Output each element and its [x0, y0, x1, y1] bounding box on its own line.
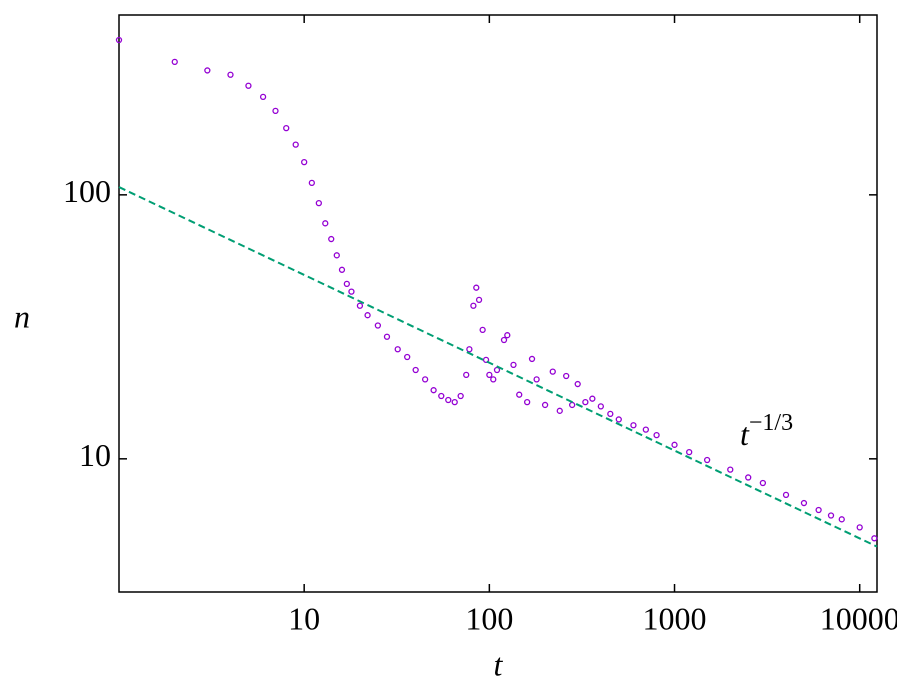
- data-point: [630, 422, 637, 429]
- data-point: [333, 252, 340, 259]
- data-point: [574, 380, 581, 388]
- data-point: [490, 376, 497, 383]
- data-point: [871, 535, 878, 542]
- data-point: [482, 356, 490, 364]
- data-point: [523, 398, 531, 406]
- annotation: t−1/3: [740, 410, 793, 453]
- data-point: [582, 398, 589, 406]
- annotation-exponent: −1/3: [749, 410, 793, 436]
- data-point: [556, 407, 563, 414]
- data-point: [451, 398, 458, 406]
- data-point: [528, 355, 536, 363]
- data-point: [597, 403, 604, 410]
- data-point: [283, 124, 290, 132]
- data-point: [301, 158, 308, 166]
- data-point: [782, 491, 790, 499]
- data-point: [479, 326, 486, 334]
- data-point: [533, 376, 540, 383]
- x-axis-label: t: [494, 646, 504, 682]
- data-point: [348, 288, 355, 295]
- data-point: [438, 392, 445, 400]
- data-point: [642, 426, 649, 433]
- data-point: [374, 322, 382, 329]
- data-point: [856, 524, 863, 531]
- data-point: [322, 220, 329, 227]
- data-point: [815, 506, 822, 514]
- data-point: [404, 353, 411, 361]
- data-point: [745, 474, 752, 481]
- fit-line: [118, 186, 878, 548]
- data-point: [759, 479, 767, 487]
- data-point: [473, 284, 480, 291]
- data-point: [457, 392, 464, 400]
- data-point: [541, 401, 549, 409]
- data-point: [364, 312, 371, 319]
- x-tick-label: 1000: [643, 600, 707, 636]
- data-point: [615, 416, 622, 423]
- x-tick-label: 100: [465, 600, 513, 636]
- data-point: [245, 82, 252, 89]
- plot-frame: [118, 14, 878, 593]
- data-point: [569, 401, 576, 409]
- data-point: [356, 302, 364, 309]
- data-point: [445, 396, 452, 404]
- data-point: [827, 512, 835, 519]
- data-point: [315, 200, 322, 207]
- data-point: [800, 499, 808, 507]
- data-point: [653, 431, 660, 439]
- y-tick-label: 10: [79, 437, 111, 473]
- data-point: [727, 466, 734, 473]
- data-point: [500, 336, 508, 344]
- data-point: [338, 266, 346, 273]
- data-point: [549, 368, 556, 375]
- data-point: [504, 332, 511, 339]
- data-point: [308, 179, 315, 187]
- data-point: [475, 296, 483, 304]
- data-point: [493, 366, 501, 374]
- data-point: [510, 361, 517, 368]
- data-point: [589, 395, 596, 402]
- data-point: [607, 410, 614, 418]
- data-point: [516, 391, 523, 398]
- data-point: [470, 302, 477, 309]
- data-point: [466, 346, 473, 353]
- data-point: [463, 371, 470, 379]
- data-point: [272, 107, 279, 115]
- data-point: [412, 366, 419, 374]
- y-axis-label: n: [14, 298, 30, 334]
- data-point: [204, 67, 211, 74]
- data-point: [227, 71, 234, 78]
- data-point: [486, 371, 493, 379]
- data-point: [686, 448, 693, 456]
- data-point: [421, 376, 429, 383]
- data-point: [171, 58, 178, 65]
- x-tick-label: 10000: [820, 600, 897, 636]
- data-point: [115, 36, 123, 44]
- data-point: [838, 516, 845, 523]
- data-point: [430, 387, 437, 394]
- x-tick-label: 10: [288, 600, 320, 636]
- data-point: [563, 372, 570, 380]
- data-point: [703, 456, 711, 464]
- data-point: [343, 280, 350, 288]
- y-tick-label: 100: [63, 173, 111, 209]
- data-point: [671, 441, 678, 448]
- data-point: [328, 235, 335, 243]
- data-point: [292, 141, 299, 148]
- data-point: [259, 93, 267, 101]
- data-point: [383, 333, 391, 340]
- annotation-base: t: [740, 416, 750, 452]
- data-point: [394, 346, 401, 353]
